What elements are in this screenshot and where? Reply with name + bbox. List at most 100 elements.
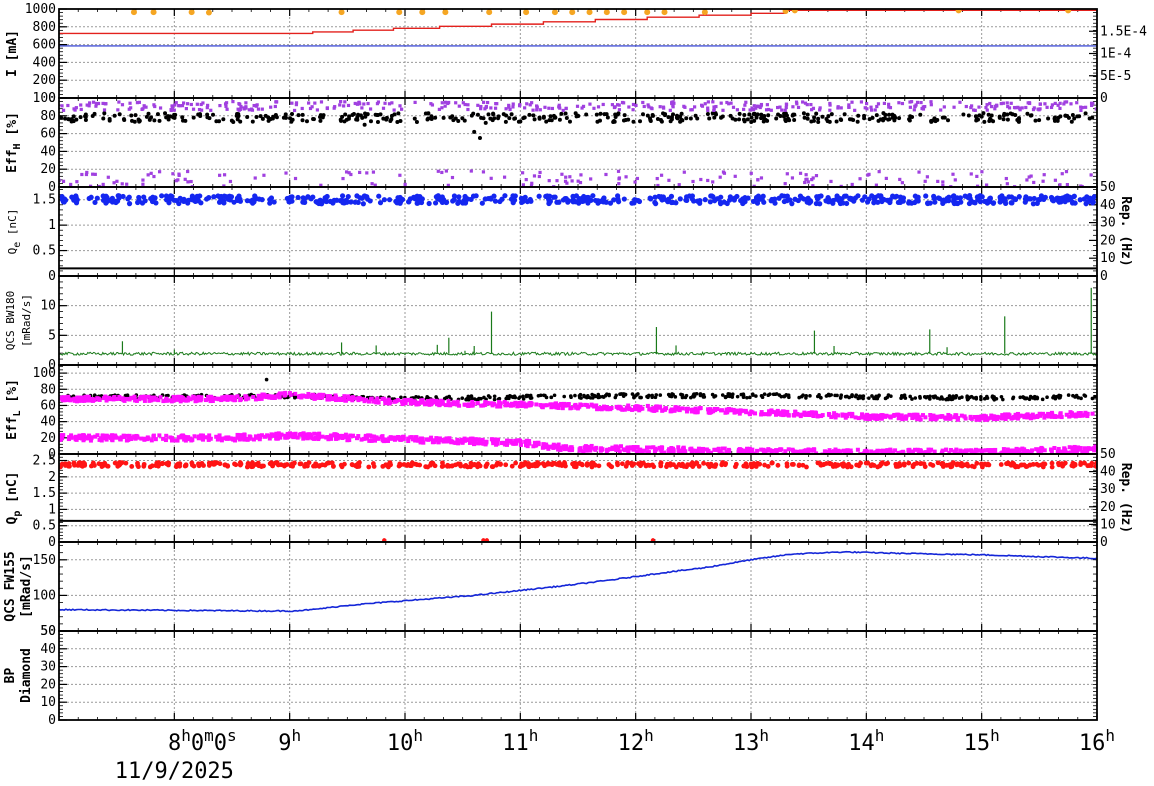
eff_h-series-1-point bbox=[290, 102, 293, 105]
eff_h-series-2-point bbox=[926, 175, 929, 178]
eff_h-series-0-point bbox=[689, 117, 693, 121]
eff_h-series-0-point bbox=[1046, 116, 1050, 120]
eff_h-series-0-point bbox=[862, 116, 866, 120]
eff_h-series-0-point bbox=[1002, 117, 1006, 121]
eff_h-series-0-point bbox=[476, 113, 480, 117]
eff_l-series-2-point bbox=[1002, 447, 1006, 451]
eff_h-series-0-point bbox=[463, 119, 467, 123]
eff_h-series-0-point bbox=[318, 115, 322, 119]
eff_l-series-1-point bbox=[128, 397, 132, 401]
eff_h-series-0-outlier bbox=[478, 136, 482, 140]
eff_h-series-2-point bbox=[440, 171, 443, 174]
eff_h-series-0-point bbox=[544, 120, 548, 124]
eff_h-series-0-point bbox=[238, 120, 242, 124]
eff_l-series-2-point bbox=[146, 435, 150, 439]
eff_h-series-0-point bbox=[638, 119, 642, 123]
eff_l-series-2-point bbox=[791, 448, 795, 452]
eff_h-series-1-point bbox=[414, 101, 417, 104]
eff_l-series-2-point bbox=[471, 437, 475, 441]
eff_h-series-1-point bbox=[507, 106, 510, 109]
eff_h-series-2-point bbox=[807, 180, 810, 183]
eff_h-series-1-point bbox=[244, 101, 247, 104]
current-series-2-point bbox=[587, 9, 593, 15]
eff_l-series-1-point bbox=[387, 401, 391, 405]
eff_l-series-1-point bbox=[995, 417, 999, 421]
eff_l-series-1-point bbox=[420, 401, 424, 405]
eff_l-series-2-point bbox=[1092, 448, 1096, 452]
right-tick-label: 40 bbox=[1100, 198, 1116, 213]
eff_h-series-1-point bbox=[486, 101, 489, 104]
eff_l-series-0-point bbox=[562, 395, 566, 399]
eff_h-series-1-point bbox=[476, 104, 479, 107]
eff_l-series-1-point bbox=[283, 391, 287, 395]
eff_l-series-2-point bbox=[1073, 447, 1077, 451]
eff_l-series-2-point bbox=[268, 437, 272, 441]
eff_h-series-1-point bbox=[785, 103, 788, 106]
eff_l-series-2-point bbox=[669, 446, 673, 450]
current-series-2-point bbox=[339, 9, 345, 15]
qe-series-0-point bbox=[836, 198, 841, 203]
qe-series-0-point bbox=[965, 195, 970, 200]
eff_l-series-2-point bbox=[400, 435, 404, 439]
eff_l-series-2-point bbox=[473, 441, 477, 445]
eff_l-series-0-point bbox=[477, 397, 481, 401]
eff_l-series-2-point bbox=[509, 439, 513, 443]
eff_l-series-2-point bbox=[969, 448, 973, 452]
eff_h-series-2-point bbox=[349, 173, 352, 176]
eff_l-series-2-point bbox=[869, 449, 873, 453]
eff_h-series-2-point bbox=[589, 177, 592, 180]
eff_l-series-0-point bbox=[885, 396, 889, 400]
eff_h-series-1-point bbox=[795, 102, 798, 105]
y-tick-label: 1.5 bbox=[33, 193, 56, 208]
eff_h-series-2-point bbox=[538, 175, 541, 178]
eff_h-series-0-point bbox=[612, 119, 616, 123]
eff_h-series-1-point bbox=[943, 105, 946, 108]
eff_h-series-2-point bbox=[1043, 173, 1046, 176]
qe-series-0-point bbox=[398, 195, 403, 200]
eff_h-series-1-point bbox=[309, 107, 312, 110]
eff_h-series-0-point bbox=[981, 111, 985, 115]
series-group-qcs_bw180 bbox=[59, 288, 1097, 355]
qe-series-0-point bbox=[754, 195, 759, 200]
eff_l-series-2-point bbox=[157, 433, 161, 437]
eff_l-series-0-point bbox=[724, 395, 728, 399]
eff_h-series-1-point bbox=[479, 105, 482, 108]
y-axis-label: Qe [nC] bbox=[6, 209, 23, 255]
eff_l-series-2-point bbox=[944, 448, 948, 452]
eff_h-series-0-point bbox=[879, 117, 883, 121]
current-series-0-line bbox=[59, 10, 1097, 33]
eff_h-series-0-point bbox=[680, 118, 684, 122]
eff_h-series-0-point bbox=[656, 117, 660, 121]
eff_h-series-2-point bbox=[152, 175, 155, 178]
eff_h-series-1-point bbox=[864, 106, 867, 109]
eff_l-series-2-point bbox=[131, 436, 135, 440]
eff_l-series-1-point bbox=[583, 403, 587, 407]
eff_h-series-1-point bbox=[812, 107, 815, 110]
qe-series-0-point bbox=[772, 197, 777, 202]
eff_l-series-1-point bbox=[272, 394, 276, 398]
qe-series-0-point bbox=[456, 194, 461, 199]
eff_h-series-2-point bbox=[125, 183, 128, 186]
eff_h-series-0-point bbox=[742, 113, 746, 117]
qe-series-0-point bbox=[855, 193, 860, 198]
eff_h-series-1-point bbox=[196, 103, 199, 106]
eff_l-series-1-point bbox=[555, 405, 559, 409]
eff_h-series-2-point bbox=[1041, 180, 1044, 183]
qe-series-0-point bbox=[300, 200, 305, 205]
eff_h-series-1-point bbox=[778, 106, 781, 109]
eff_l-series-1-point bbox=[409, 402, 413, 406]
eff_h-series-2-point bbox=[358, 171, 361, 174]
eff_l-series-1-point bbox=[884, 414, 888, 418]
eff_h-series-0-point bbox=[205, 113, 209, 117]
eff_h-series-0-point bbox=[301, 113, 305, 117]
eff_h-series-1-point bbox=[1075, 101, 1078, 104]
qe-series-0-point bbox=[180, 198, 185, 203]
eff_h-series-1-point bbox=[853, 109, 856, 112]
eff_l-series-0-point bbox=[940, 395, 944, 399]
eff_h-series-2-point bbox=[522, 183, 525, 186]
eff_h-series-1-point bbox=[865, 102, 868, 105]
eff_h-series-0-point bbox=[163, 111, 167, 115]
eff_l-series-0-point bbox=[517, 396, 521, 400]
eff_l-series-2-point bbox=[440, 438, 444, 442]
